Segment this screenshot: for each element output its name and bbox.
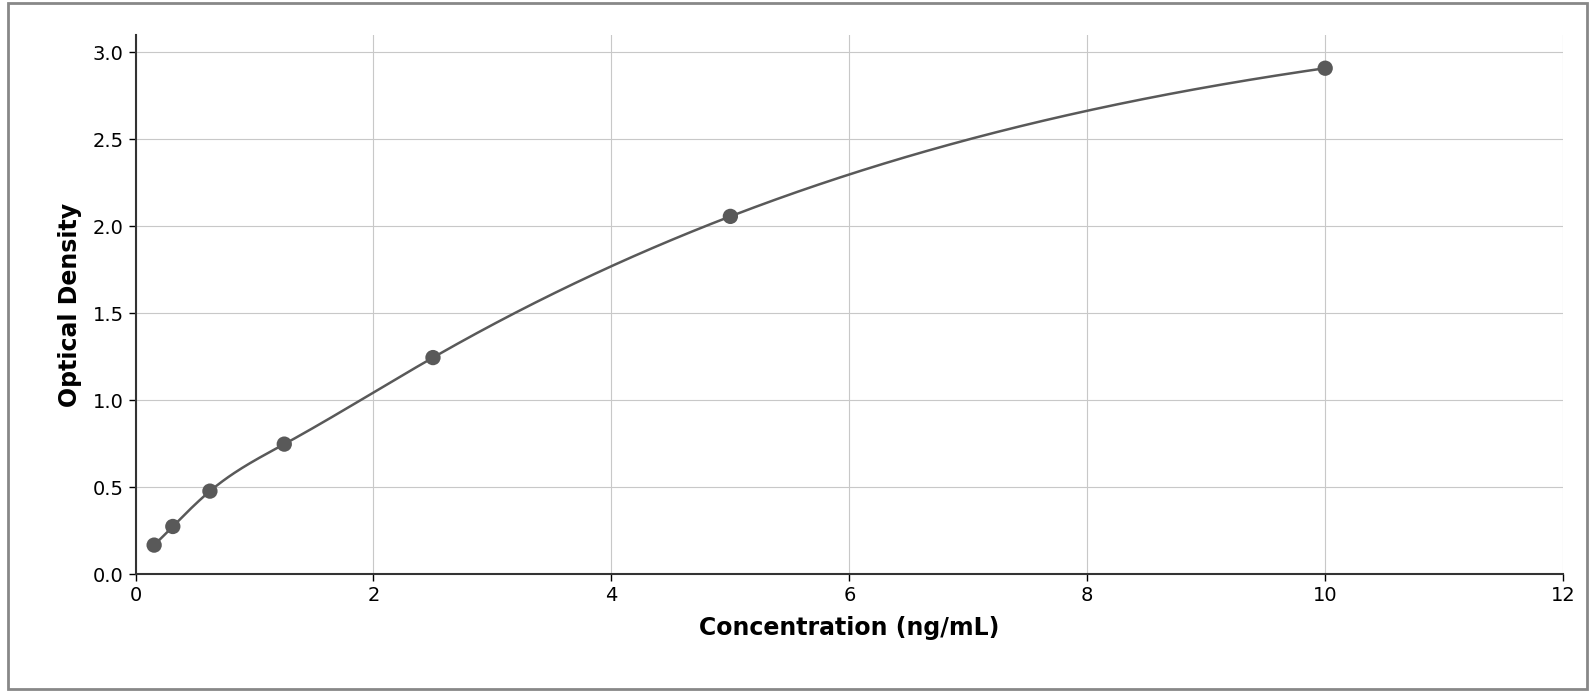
Point	[160, 521, 185, 532]
Point	[271, 439, 297, 450]
Point	[198, 486, 223, 497]
X-axis label: Concentration (ng/mL): Concentration (ng/mL)	[699, 617, 1000, 640]
Point	[718, 211, 743, 222]
Y-axis label: Optical Density: Optical Density	[57, 203, 81, 406]
Point	[142, 540, 167, 551]
Point	[419, 352, 445, 363]
Point	[1313, 63, 1338, 74]
